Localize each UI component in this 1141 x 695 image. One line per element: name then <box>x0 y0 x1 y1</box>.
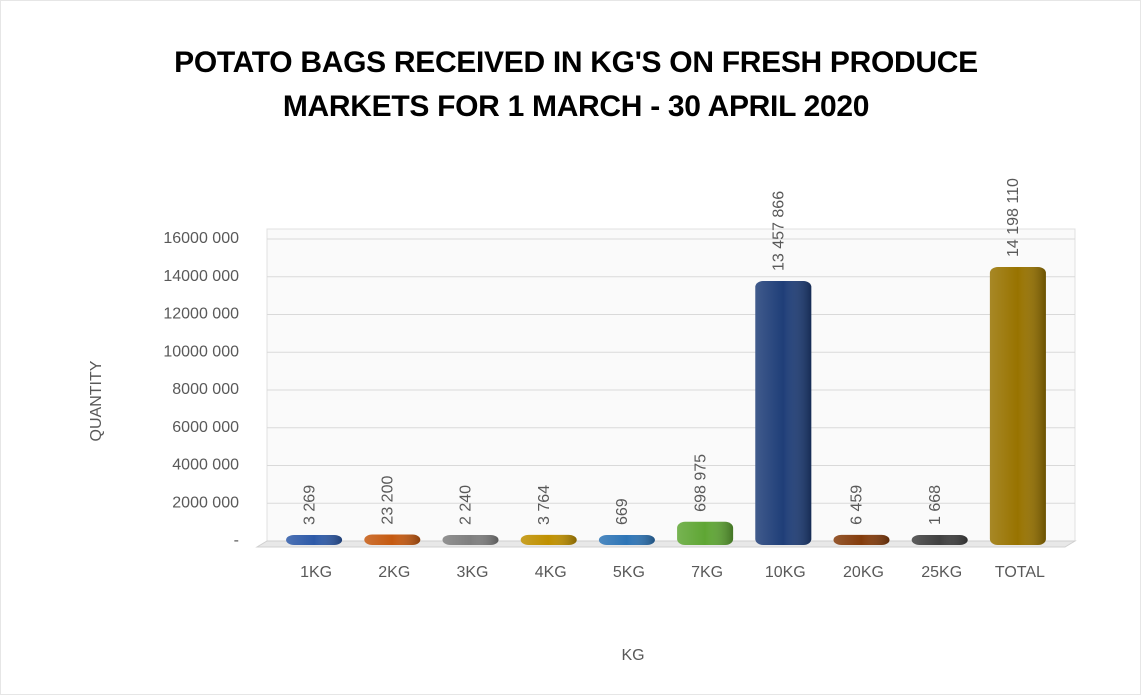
bar-shade <box>911 534 968 545</box>
value-label: 2 240 <box>458 485 475 525</box>
y-tick-label: 6000 000 <box>172 419 239 436</box>
bar-shade <box>833 534 890 545</box>
x-tick-label: 10KG <box>765 564 806 581</box>
value-label: 669 <box>614 498 631 525</box>
bar-shade <box>364 534 421 545</box>
x-tick-label: 4KG <box>535 564 567 581</box>
y-tick-label: - <box>234 532 239 549</box>
bar-shade <box>520 534 577 545</box>
x-tick-label: 2KG <box>378 564 410 581</box>
x-tick-label: 5KG <box>613 564 645 581</box>
x-tick-label: 20KG <box>843 564 884 581</box>
y-tick-label: 2000 000 <box>172 494 239 511</box>
bar-shade <box>598 534 655 545</box>
y-tick-label: 10000 000 <box>163 343 239 360</box>
value-label: 698 975 <box>692 454 709 512</box>
y-tick-label: 14000 000 <box>163 268 239 285</box>
x-tick-label: 25KG <box>921 564 962 581</box>
y-tick-label: 16000 000 <box>163 230 239 247</box>
bar-shade <box>677 521 734 545</box>
bar-shade <box>442 534 499 545</box>
x-tick-label: 7KG <box>691 564 723 581</box>
value-label: 13 457 866 <box>771 191 788 271</box>
x-tick-label: 1KG <box>300 564 332 581</box>
y-tick-label: 12000 000 <box>163 306 239 323</box>
value-label: 3 764 <box>536 485 553 525</box>
value-label: 23 200 <box>380 476 397 525</box>
x-tick-label: 3KG <box>456 564 488 581</box>
bar-shade <box>286 534 343 545</box>
chart-title: POTATO BAGS RECEIVED IN KG'S ON FRESH PR… <box>174 46 978 123</box>
y-tick-label: 4000 000 <box>172 457 239 474</box>
y-axis-title: QUANTITY <box>88 360 105 441</box>
bar-shade <box>755 280 812 545</box>
value-label: 1 668 <box>927 485 944 525</box>
value-label: 6 459 <box>849 485 866 525</box>
x-tick-label: TOTAL <box>995 564 1045 581</box>
bar-shade <box>989 267 1046 545</box>
value-label: 3 269 <box>301 485 318 525</box>
value-label: 14 198 110 <box>1005 178 1022 257</box>
x-axis-title: KG <box>621 647 644 664</box>
y-tick-label: 8000 000 <box>172 381 239 398</box>
